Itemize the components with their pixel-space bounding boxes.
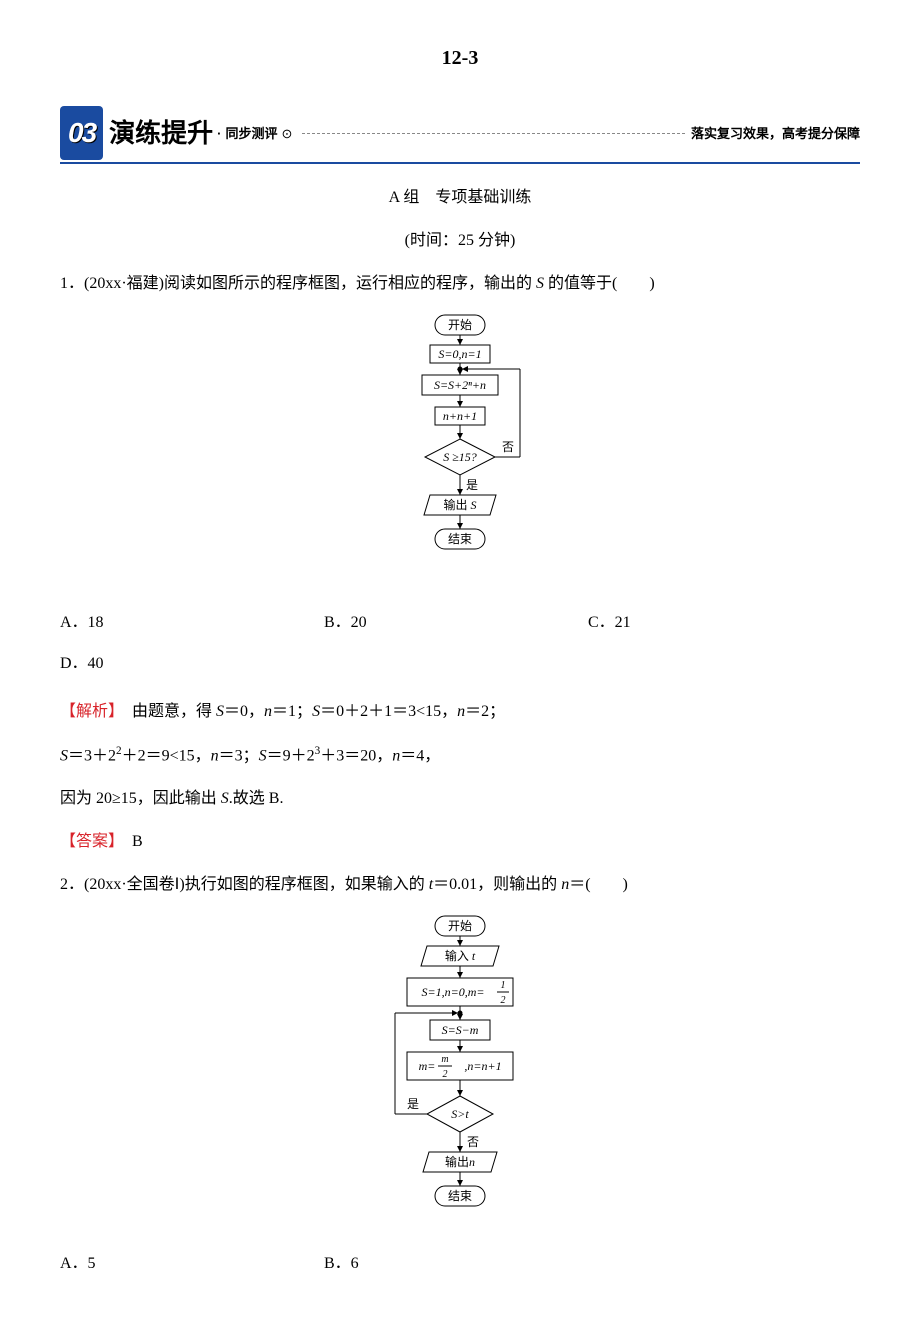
q2-flowchart: 开始 输入 t S=1,n=0,m= 1 2 S=S−m m= m 2 ,n=n…: [365, 914, 555, 1234]
answer-tag: 【答案】: [60, 833, 116, 850]
banner-divider: [302, 132, 685, 134]
banner-right-text: 落实复习效果，高考提分保障: [691, 122, 860, 145]
q2-suffix: ＝( ): [569, 876, 628, 893]
q1-opt-b: B．20: [324, 609, 588, 638]
banner-subtitle: 同步测评: [226, 122, 278, 145]
q2-flow-cond: S>t: [451, 1107, 469, 1121]
q1-analysis-l1: 【解析】 由题意，得 S＝0，n＝1；S＝0＋2＋1＝3<15，n＝2；: [60, 698, 860, 727]
analysis-tag: 【解析】: [60, 703, 116, 720]
q1-answer: 【答案】 B: [60, 828, 860, 857]
svg-text:m: m: [441, 1054, 448, 1065]
q1-flow-end: 结束: [448, 532, 472, 546]
q2-var-n: n: [561, 876, 569, 893]
q1-opt-c: C．21: [588, 609, 852, 638]
q1-flow-step: S=S+2ⁿ+n: [434, 378, 486, 392]
q2-flow-no: 否: [467, 1135, 479, 1149]
q1-opt-a: A．18: [60, 609, 324, 638]
q1-analysis-l2: S＝3＋22＋2＝9<15，n＝3；S＝9＋23＋3＝20，n＝4，: [60, 741, 860, 771]
q1-flow-inc: n+n+1: [443, 409, 477, 423]
q2-flow-input: 输入 t: [445, 948, 476, 963]
q2-flow-start: 开始: [448, 919, 472, 933]
banner-dot: ·: [217, 122, 221, 145]
q1-flow-cond: S ≥15?: [443, 450, 477, 464]
q1-opt-d: D．40: [60, 650, 324, 679]
svg-text:2: 2: [443, 1069, 448, 1080]
svg-text:m=: m=: [419, 1059, 436, 1073]
q1-suffix: 的值等于( ): [544, 275, 655, 292]
banner-arrow-icon: ⊙: [282, 122, 293, 145]
group-a-time: (时间：25 分钟): [60, 227, 860, 256]
q2-flow-init: S=1,n=0,m=: [422, 985, 485, 999]
q1-analysis-l3: 因为 20≥15，因此输出 S.故选 B.: [60, 785, 860, 814]
q1-options: A．18 B．20 C．21 D．40: [60, 603, 860, 685]
group-a-title: A 组 专项基础训练: [60, 184, 860, 213]
svg-text:,n=n+1: ,n=n+1: [464, 1059, 501, 1073]
banner-title: 演练提升: [109, 110, 213, 157]
q1-flow-start: 开始: [448, 318, 472, 332]
svg-text:2: 2: [501, 995, 506, 1006]
q2-prefix: 2．(20xx·全国卷Ⅰ)执行如图的程序框图，如果输入的: [60, 876, 429, 893]
q1-flow-yes: 是: [466, 478, 478, 492]
q1-flow-out: 输出 S: [443, 497, 476, 512]
question-2: 2．(20xx·全国卷Ⅰ)执行如图的程序框图，如果输入的 t＝0.01，则输出的…: [60, 871, 860, 900]
question-1: 1．(20xx·福建)阅读如图所示的程序框图，运行相应的程序，输出的 S 的值等…: [60, 270, 860, 299]
q2-mid: ＝0.01，则输出的: [433, 876, 561, 893]
q1-flow-no: 否: [502, 440, 514, 454]
q2-opt-b: B．6: [324, 1250, 588, 1279]
q2-flow-step: S=S−m: [442, 1023, 479, 1037]
q1-var-s: S: [536, 275, 544, 292]
q2-opt-a: A．5: [60, 1250, 324, 1279]
q2-flow-end: 结束: [448, 1189, 472, 1203]
q2-flow-yes: 是: [407, 1097, 419, 1111]
q2-flow-out: 输出n: [445, 1154, 475, 1169]
banner-number: 03: [60, 106, 103, 160]
svg-text:1: 1: [501, 980, 506, 991]
q1-prefix: 1．(20xx·福建)阅读如图所示的程序框图，运行相应的程序，输出的: [60, 275, 536, 292]
q2-options: A．5 B．6: [60, 1244, 860, 1285]
q1-flowchart: 开始 S=0,n=1 S=S+2ⁿ+n n+n+1 S ≥15? 否 是 输出 …: [380, 313, 540, 593]
q1-flow-init: S=0,n=1: [438, 347, 481, 361]
page-number: 12-3: [60, 40, 860, 76]
section-banner: 03 演练提升 · 同步测评 ⊙ 落实复习效果，高考提分保障: [60, 106, 860, 164]
